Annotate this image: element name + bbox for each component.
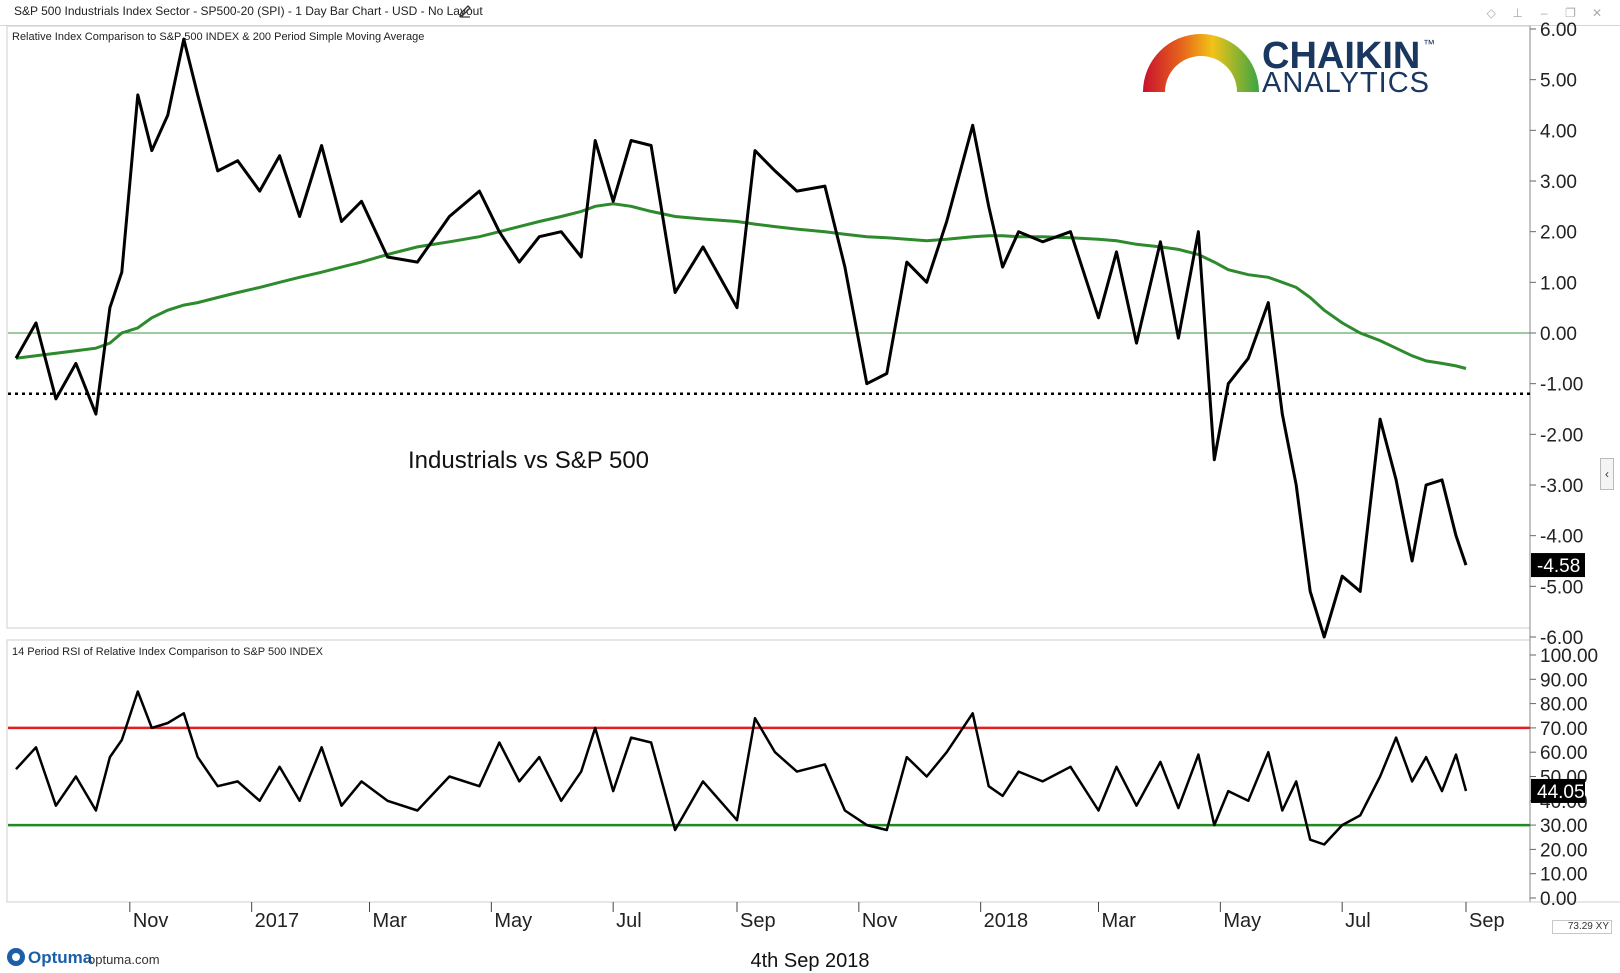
rsi-panel-frame xyxy=(6,639,1531,903)
rsi-y-tick-label: 60.00 xyxy=(1540,743,1588,764)
price-y-tick-label: -1.00 xyxy=(1540,375,1583,396)
price-y-tick-label: 6.00 xyxy=(1540,20,1577,41)
x-tick-label: Nov xyxy=(862,910,898,932)
price-y-tick-label: -3.00 xyxy=(1540,476,1583,497)
rsi-y-tick-label: 30.00 xyxy=(1540,816,1588,837)
rsi-y-tick-label: 80.00 xyxy=(1540,695,1588,716)
relative-index-line xyxy=(14,37,1468,639)
close-icon[interactable]: ✕ xyxy=(1591,6,1603,20)
window-title: S&P 500 Industrials Index Sector - SP500… xyxy=(14,4,483,18)
x-axis-ticks: Nov 2017 Mar May Jul Sep Nov 2018 Mar May Jul Sep xyxy=(129,902,1505,932)
rsi-axis: 100.0090.0080.0070.0060.0050.0040.0030.0… xyxy=(1530,646,1598,910)
pin-icon[interactable]: ⊥ xyxy=(1512,6,1523,20)
price-last-value: -4.58 xyxy=(1537,556,1580,577)
price-y-tick-label: 5.00 xyxy=(1540,71,1577,92)
rsi-y-tick-label: 70.00 xyxy=(1540,719,1588,740)
price-panel-frame xyxy=(6,25,1531,629)
rsi-y-tick-label: 10.00 xyxy=(1540,865,1588,886)
price-last-value-bg xyxy=(1531,553,1585,578)
x-tick-label: 2018 xyxy=(984,910,1029,932)
diamond-icon[interactable]: ◇ xyxy=(1486,6,1496,20)
price-y-tick-label: 2.00 xyxy=(1540,223,1577,244)
logo-brand-bottom: ANALYTICS xyxy=(1262,67,1430,99)
window-controls: ◇ ⊥ – ❐ ✕ xyxy=(1478,4,1606,22)
rsi-y-tick-label: 90.00 xyxy=(1540,670,1588,691)
sma-200-line xyxy=(15,202,1467,370)
gauge-arc-icon xyxy=(1143,34,1259,92)
x-tick-label: Sep xyxy=(740,910,776,932)
rsi-y-tick-label: 0.00 xyxy=(1540,889,1577,910)
logo-brand-top: CHAIKIN xyxy=(1262,35,1420,77)
optuma-brand: Optuma xyxy=(28,948,93,967)
optuma-logo: Optuma xyxy=(7,948,93,967)
price-panel-title: Relative Index Comparison to S&P 500 IND… xyxy=(12,31,424,43)
rsi-panel-title: 14 Period RSI of Relative Index Comparis… xyxy=(12,646,324,658)
x-tick-label: 2017 xyxy=(255,910,300,932)
rsi-line xyxy=(15,690,1468,846)
restore-icon[interactable]: ❐ xyxy=(1565,6,1576,20)
x-tick-label: May xyxy=(1223,910,1261,932)
x-tick-label: Mar xyxy=(1102,910,1137,932)
footer-date: 4th Sep 2018 xyxy=(750,950,870,972)
price-y-tick-label: -6.00 xyxy=(1540,628,1583,649)
rsi-y-tick-label: 100.00 xyxy=(1540,646,1598,667)
chaikin-logo: CHAIKIN ™ ANALYTICS xyxy=(1143,34,1435,99)
price-axis: 6.00 5.00 4.00 3.00 2.00 1.00 0.00 -1.00 -2.00 -3… xyxy=(1530,20,1583,649)
series-layer xyxy=(14,37,1468,846)
x-tick-label: Sep xyxy=(1469,910,1505,932)
xy-label: XY xyxy=(1595,921,1609,932)
x-tick-label: May xyxy=(494,910,532,932)
price-y-tick-label: 4.00 xyxy=(1540,121,1577,142)
x-tick-label: Mar xyxy=(373,910,408,932)
minimize-icon[interactable]: – xyxy=(1540,6,1548,20)
zoom-value: 73.29 xyxy=(1567,921,1593,932)
footer-url[interactable]: optuma.com xyxy=(88,952,160,967)
price-y-tick-label: 1.00 xyxy=(1540,273,1577,294)
rsi-y-tick-label: 20.00 xyxy=(1540,840,1588,861)
collapse-panel-arrow-icon[interactable]: ‹ xyxy=(1600,458,1614,490)
x-tick-label: Jul xyxy=(1345,910,1371,932)
last-value-labels: -4.58 44.05 xyxy=(1531,553,1585,803)
x-tick-label: Nov xyxy=(133,910,169,932)
zoom-readout[interactable]: 73.29 XY xyxy=(1552,920,1612,934)
price-y-tick-label: 3.00 xyxy=(1540,172,1577,193)
pencil-edit-icon[interactable] xyxy=(457,3,473,19)
price-y-tick-label: -2.00 xyxy=(1540,425,1583,446)
rsi-last-value-bg xyxy=(1531,778,1585,803)
rsi-last-value: 44.05 xyxy=(1537,782,1585,803)
chart-annotation: Industrials vs S&P 500 xyxy=(408,447,649,474)
reference-lines xyxy=(8,332,1530,827)
logo-trademark: ™ xyxy=(1423,37,1435,51)
price-y-tick-label: 0.00 xyxy=(1540,324,1577,345)
x-tick-label: Jul xyxy=(616,910,642,932)
price-y-tick-label: -5.00 xyxy=(1540,577,1583,598)
price-y-tick-label: -4.00 xyxy=(1540,527,1583,548)
